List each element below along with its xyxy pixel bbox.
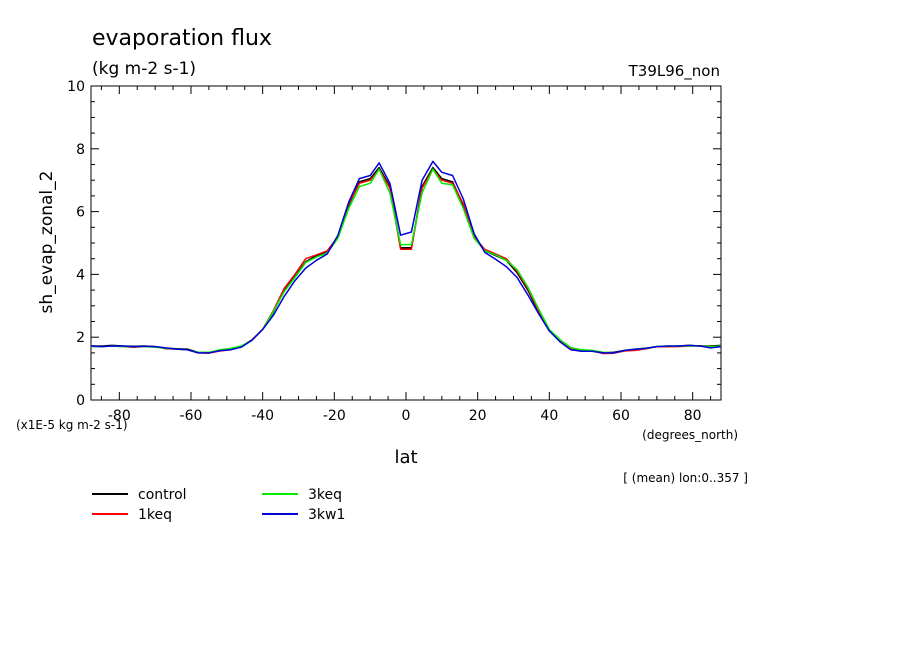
y-tick-label: 6 — [76, 205, 85, 221]
x-tick-label: 40 — [540, 408, 558, 424]
x-tick-label: 80 — [684, 408, 702, 424]
x-tick-label: -40 — [251, 408, 274, 424]
series-line-3kw1 — [90, 160, 722, 354]
series-line-3keq — [91, 168, 722, 354]
x-axis-label: lat — [394, 447, 417, 468]
run-label: T39L96_non — [628, 62, 720, 81]
footnote: [ (mean) lon:0..357 ] — [623, 471, 748, 485]
legend-label-1keq: 1keq — [138, 507, 172, 523]
legend-label-control: control — [138, 487, 187, 503]
y-tick-label: 4 — [76, 267, 85, 283]
legend-label-3keq: 3keq — [308, 487, 342, 503]
y-axis-label: sh_evap_zonal_2 — [37, 171, 57, 314]
y-tick-label: 8 — [76, 142, 85, 158]
legend: control 1keq 3keq 3kw1 — [92, 487, 345, 523]
x-tick-label: -80 — [108, 408, 131, 424]
plot-area: -80 -60 -40 -20 0 20 40 60 80 0 2 4 6 8 10 — [67, 79, 722, 424]
series-line-1keq — [90, 168, 722, 355]
x-tick-label: -20 — [323, 408, 346, 424]
x-axis-units: (degrees_north) — [642, 428, 738, 442]
x-tick-label: 0 — [402, 408, 411, 424]
legend-label-3kw1: 3kw1 — [308, 507, 345, 523]
chart-subtitle: (kg m-2 s-1) — [92, 59, 196, 79]
chart-title: evaporation flux — [92, 26, 272, 51]
x-tick-label: 20 — [469, 408, 487, 424]
y-tick-label: 0 — [76, 393, 85, 409]
y-tick-label: 2 — [76, 330, 85, 346]
plot-frame — [90, 85, 722, 401]
x-tick-label: 60 — [612, 408, 630, 424]
y-axis-units: (x1E-5 kg m-2 s-1) — [16, 418, 128, 432]
x-tick-label: -60 — [180, 408, 203, 424]
series-line-control — [91, 166, 722, 354]
y-tick-label: 10 — [67, 79, 85, 95]
